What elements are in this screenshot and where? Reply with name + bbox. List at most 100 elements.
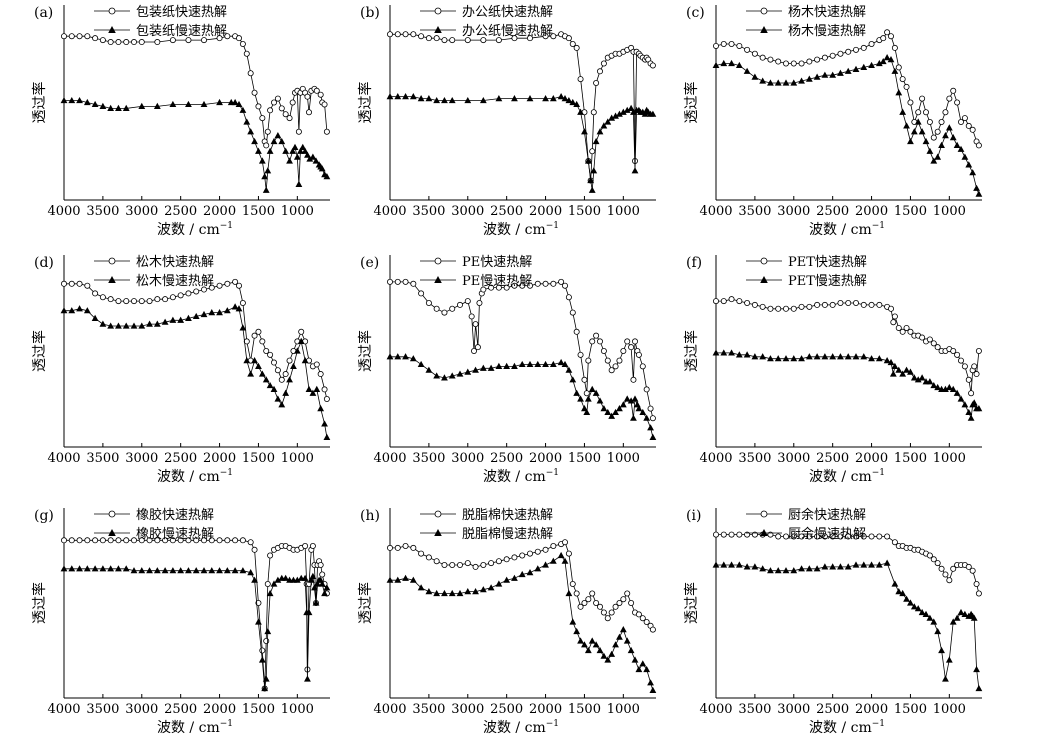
- data-point: [860, 63, 868, 70]
- data-point: [844, 353, 852, 360]
- data-point: [130, 39, 137, 46]
- data-point: [573, 100, 581, 108]
- data-point: [751, 563, 759, 570]
- x-tick-label: 4000: [47, 702, 80, 717]
- data-point: [623, 395, 631, 402]
- legend-marker: [108, 257, 116, 265]
- legend-label: 包装纸快速热解: [136, 5, 227, 20]
- series-fast: [61, 33, 330, 149]
- data-point: [619, 108, 627, 115]
- data-point: [949, 385, 957, 392]
- data-point: [798, 60, 805, 67]
- data-point: [821, 54, 828, 61]
- data-point: [305, 385, 313, 392]
- legend-item-slow: PET慢速热解: [746, 273, 867, 289]
- series-line: [64, 539, 328, 689]
- data-point: [177, 292, 184, 299]
- x-tick-label: 2500: [490, 702, 523, 717]
- data-point: [647, 679, 654, 686]
- data-point: [295, 180, 303, 187]
- data-point: [267, 107, 274, 114]
- data-point: [470, 347, 477, 354]
- data-point: [402, 543, 409, 550]
- legend-item-slow: 松木慢速热解: [94, 273, 214, 289]
- data-point: [84, 282, 91, 289]
- data-point: [569, 618, 577, 625]
- data-point: [910, 603, 918, 610]
- data-point: [323, 173, 331, 180]
- data-point: [243, 50, 250, 57]
- data-point: [790, 79, 798, 86]
- data-point: [584, 646, 592, 654]
- data-point: [323, 128, 330, 135]
- data-point: [282, 574, 290, 581]
- data-point: [934, 560, 941, 567]
- data-point: [829, 533, 836, 540]
- data-point: [216, 282, 223, 289]
- data-point: [814, 56, 821, 63]
- data-point: [969, 126, 976, 133]
- x-axis-title: 波数 / cm−1: [809, 468, 885, 485]
- data-point: [123, 298, 130, 305]
- series-slow: [60, 565, 331, 692]
- y-axis-title: 透过率: [683, 582, 700, 624]
- data-point: [608, 367, 615, 374]
- data-point: [464, 560, 471, 567]
- data-point: [584, 395, 592, 402]
- data-point: [258, 157, 266, 164]
- data-point: [282, 371, 289, 378]
- legend-label: 厨余慢速热解: [788, 526, 866, 542]
- data-point: [612, 603, 619, 610]
- data-point: [895, 324, 902, 331]
- panel-b: 4000 3500 3000 2500 2000 1500 1000 波数 / cm−1 透过率…: [357, 5, 657, 238]
- data-point: [930, 157, 938, 164]
- data-point: [813, 565, 821, 572]
- data-point: [83, 565, 91, 572]
- legend-item-fast: 厨余快速热解: [746, 507, 866, 523]
- data-point: [278, 401, 286, 408]
- data-point: [837, 353, 844, 360]
- data-point: [930, 340, 937, 347]
- series-line: [390, 96, 653, 191]
- data-point: [899, 370, 907, 377]
- series-slow: [60, 303, 331, 440]
- data-point: [386, 353, 394, 360]
- x-tick-label: 3500: [738, 451, 771, 466]
- legend-label: 办公纸慢速热解: [462, 23, 553, 39]
- data-point: [945, 656, 953, 663]
- data-point: [934, 344, 941, 351]
- data-point: [511, 282, 518, 289]
- x-tick-label: 3500: [738, 702, 771, 717]
- data-point: [926, 147, 934, 154]
- x-tick-label: 4000: [373, 702, 406, 717]
- data-point: [146, 537, 153, 544]
- data-point: [759, 303, 766, 310]
- data-point: [569, 41, 576, 48]
- legend-label: 脱脂棉快速热解: [462, 508, 553, 523]
- data-point: [418, 550, 425, 557]
- data-point: [627, 104, 635, 111]
- data-point: [969, 169, 977, 176]
- data-point: [550, 33, 557, 40]
- data-point: [961, 401, 969, 408]
- data-point: [868, 355, 875, 362]
- data-point: [177, 537, 184, 544]
- data-point: [573, 627, 581, 635]
- data-point: [573, 389, 581, 396]
- data-point: [169, 100, 177, 108]
- data-point: [942, 109, 949, 116]
- data-point: [425, 366, 433, 373]
- legend-marker: [108, 7, 116, 15]
- data-point: [130, 567, 138, 574]
- data-point: [99, 102, 107, 109]
- data-point: [883, 54, 891, 61]
- data-point: [480, 562, 487, 569]
- data-point: [259, 647, 266, 654]
- data-point: [588, 637, 596, 644]
- data-point: [968, 390, 975, 397]
- data-point: [301, 147, 309, 154]
- data-point: [251, 576, 258, 583]
- data-point: [449, 305, 456, 312]
- data-point: [247, 569, 255, 576]
- data-point: [274, 132, 282, 139]
